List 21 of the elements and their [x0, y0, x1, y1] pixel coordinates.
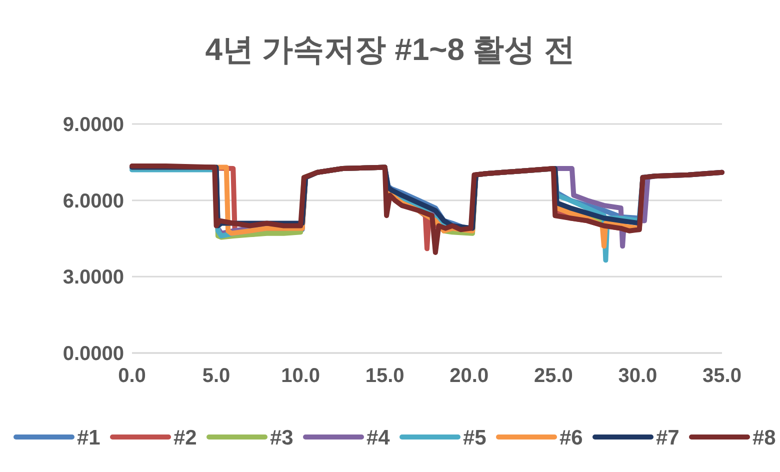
legend-label: #1 [77, 426, 101, 450]
x-tick-label: 5.0 [202, 365, 230, 387]
y-tick-label: 3.0000 [62, 266, 124, 289]
y-tick-label: 9.0000 [62, 114, 124, 136]
legend-label: #2 [174, 426, 197, 450]
x-tick-label: 10.0 [281, 365, 320, 387]
y-tick-label: 6.0000 [62, 190, 124, 212]
legend-label: #8 [752, 426, 776, 450]
y-tick-label: 0.0000 [62, 343, 124, 365]
x-tick-label: 15.0 [365, 365, 404, 387]
chart-title: 4년 가속저장 #1~8 활성 전 [205, 32, 575, 67]
legend-label: #5 [463, 426, 487, 450]
legend-label: #3 [270, 426, 294, 450]
x-tick-label: 25.0 [534, 365, 573, 387]
x-tick-label: 0.0 [118, 365, 146, 387]
legend-label: #7 [656, 426, 680, 450]
legend-label: #4 [366, 426, 390, 450]
x-tick-label: 20.0 [450, 365, 489, 387]
x-tick-label: 30.0 [618, 365, 658, 387]
legend-label: #6 [560, 426, 583, 450]
x-tick-label: 35.0 [702, 365, 742, 387]
